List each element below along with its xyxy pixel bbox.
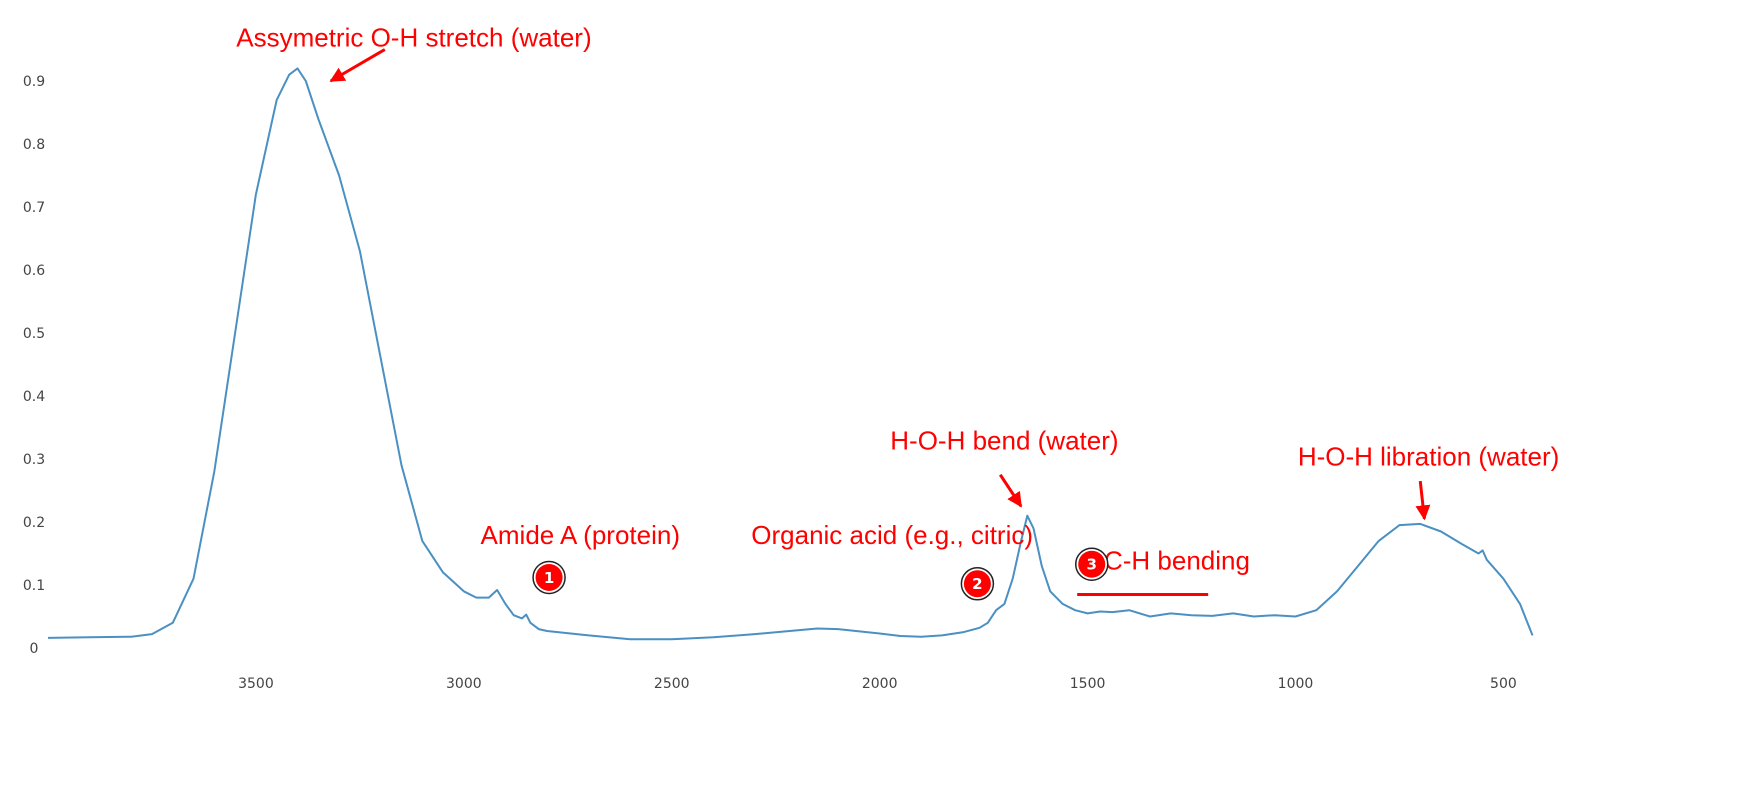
numbered-badge: 1 (532, 560, 566, 595)
annotation-label: Amide A (protein) (481, 520, 680, 550)
x-tick-label: 1500 (1070, 676, 1106, 692)
annotation-label: C-H bending (1104, 545, 1250, 575)
spectrum-line (47, 67, 1534, 641)
badge-circle (963, 570, 991, 598)
y-axis-ticks: 0 0.1 0.2 0.3 0.4 0.5 0.6 0.7 0.8 0.9 (23, 74, 45, 657)
x-tick-label: 1000 (1278, 676, 1314, 692)
annotation-label: Organic acid (e.g., citric) (751, 520, 1033, 550)
y-tick-label: 0.8 (23, 137, 45, 153)
annotation-arrow (329, 48, 386, 83)
y-tick-label: 0.6 (23, 263, 45, 279)
x-tick-label: 3500 (238, 676, 274, 692)
y-tick-label: 0.2 (23, 515, 45, 531)
badge-number: 3 (1087, 556, 1097, 574)
annotation-arrows (329, 48, 1431, 521)
annotation-label: Assymetric O-H stretch (water) (236, 22, 591, 52)
annotation-arrow (999, 473, 1023, 508)
x-tick-label: 2500 (654, 676, 690, 692)
annotation-arrow (1415, 480, 1431, 521)
numbered-badge: 2 (960, 566, 995, 601)
y-tick-label: 0.5 (23, 326, 45, 342)
annotation-label: H-O-H libration (water) (1298, 441, 1560, 471)
badge-circle (1078, 550, 1106, 578)
x-axis-ticks: 3500 3000 2500 2000 1500 1000 500 (238, 676, 1517, 692)
x-tick-label: 500 (1490, 676, 1517, 692)
badge-number: 1 (544, 569, 554, 587)
y-tick-label: 0.7 (23, 200, 45, 216)
x-tick-label: 3000 (446, 676, 482, 692)
x-tick-label: 2000 (862, 676, 898, 692)
badge-number: 2 (972, 575, 982, 593)
y-tick-label: 0.4 (23, 389, 45, 405)
annotations: Assymetric O-H stretch (water) Amide A (p… (236, 22, 1559, 575)
y-tick-label: 0 (30, 641, 39, 657)
y-tick-label: 0.1 (23, 578, 45, 594)
y-tick-label: 0.9 (23, 74, 45, 90)
annotation-label: H-O-H bend (water) (890, 426, 1118, 456)
numbered-badge: 3 (1074, 547, 1109, 581)
badges: 1 2 3 (532, 547, 1109, 601)
y-tick-label: 0.3 (23, 452, 45, 468)
badge-circle (535, 563, 563, 591)
